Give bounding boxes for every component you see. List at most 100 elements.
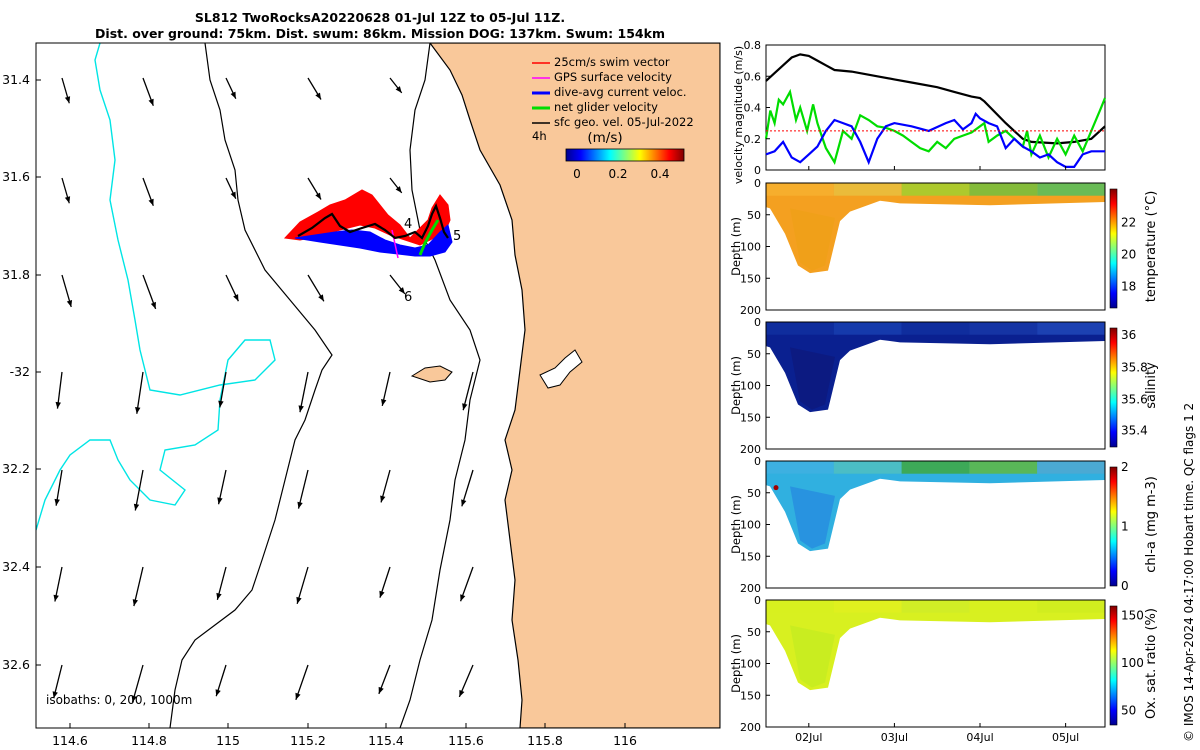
velocity-y-ticks: 0 0.2 0.4 0.6 0.8 [744,39,770,177]
geo-arrow-head [459,689,465,697]
colorbar-tick-2: 0.4 [650,167,669,181]
geo-arrow-head [216,592,222,600]
lon-tick-label: 115.2 [290,733,326,748]
estuary [539,349,583,389]
map-frame [35,42,721,729]
colorbar-tick-1: 0.2 [608,167,627,181]
depth-tick-label: 100 [740,519,761,532]
chl-high-point [773,485,779,491]
depth-tick-label: 50 [747,626,761,639]
geo-arrow [299,371,309,413]
geo-arrow-head [64,96,71,104]
velocity-y-tick-label: 0.8 [744,39,762,52]
colorbar-tick-label: 50 [1121,704,1136,718]
lat-tick-label: 31.4 [2,72,30,87]
glider-path [297,203,449,240]
panel-surface-band [901,461,970,474]
colorbar-tick-label: 1 [1121,520,1129,534]
velocity-series-line [765,111,1105,168]
panel-deep-plume [790,625,835,688]
geo-arrow-head [55,401,61,409]
lat-tick-label: 31.8 [2,267,30,282]
colorbar-tick-label: 35.8 [1121,360,1148,374]
panel-colorbar [1109,466,1118,587]
panel-surface-band [901,600,970,613]
legend-net: net glider velocity [554,100,658,114]
geo-arrow-head [217,497,223,505]
geo-arrow [462,371,474,411]
geo-arrow-head [398,287,405,294]
geo-arrow [131,664,144,703]
geo-arrow [133,566,144,607]
speed-colorbar [565,148,685,162]
geo-arrow-head [233,294,239,302]
geo-arrow-head [215,689,221,697]
section-panel: 0 50 100 150 200 Depth (m) 35.4 35.6 35.8 36 salin… [729,316,1159,456]
geo-arrow-head [296,596,302,604]
panel-deep-plume [790,208,835,271]
day-label-6: 6 [404,290,412,305]
depth-tick-label: 0 [754,316,761,329]
depth-tick-label: 0 [754,594,761,607]
colorbar-tick-label: 20 [1121,247,1136,261]
panel-colorbar [1109,605,1118,726]
latitude-ticks: 31.4 31.6 31.8 -32 32.2 32.4 32.6 [2,72,41,672]
panel-deep-plume [790,486,835,549]
legend-swim: 25cm/s swim vector [554,55,670,69]
depth-tick-label: 0 [754,177,761,190]
panel-colorbar [1109,188,1118,309]
geo-arrow-head [295,692,301,700]
figure-title: SL812 TwoRocksA20220628 01-Jul 12Z to 05… [194,10,566,25]
panel-surface-band [1037,183,1105,196]
lat-tick-label: 32.6 [2,657,30,672]
velocity-chart: 0 0.2 0.4 0.6 0.8 velocity magnitude (m/s) [732,39,1107,184]
time-tick-label: 02Jul [795,731,822,744]
geo-arrow-head [230,191,236,199]
time-tick-label: 04Jul [966,731,993,744]
depth-ylabel: Depth (m) [729,356,743,415]
day-label-5: 5 [453,229,461,244]
panel-surface-band [1037,600,1105,613]
geo-arrow-head [66,300,73,307]
isobath-1000m [36,43,276,531]
geo-arrow-head [131,695,137,703]
geo-arrow [136,371,144,414]
geo-arrow-head [54,498,60,506]
figure-subtitle: Dist. over ground: 75km. Dist. swum: 86k… [95,26,665,41]
lat-tick-label: 31.6 [2,169,30,184]
panel-surface-band [766,183,834,196]
lon-tick-label: 115 [216,733,240,748]
lon-tick-label: 114.6 [52,733,88,748]
lon-tick-label: 114.8 [131,733,167,748]
depth-tick-label: 200 [740,582,761,595]
geo-arrow-head [462,403,468,411]
depth-ylabel: Depth (m) [729,217,743,276]
gps-surface-velocity [391,229,399,259]
velocity-series-line [764,88,1107,165]
geo-arrow-head [315,192,321,200]
isobath-label: isobaths: 0, 200, 1000m [46,693,192,707]
depth-tick-label: 200 [740,304,761,317]
depth-tick-label: 150 [740,272,761,285]
geo-arrow [297,469,309,509]
isobath-200m [169,43,333,728]
colorbar-tick-label: 35.4 [1121,423,1148,437]
geo-arrow-head [460,594,466,602]
geo-arrow-head [218,400,224,408]
legend-geo: sfc geo. vel. 05-Jul-2022 [554,115,694,129]
velocity-y-tick-label: 0.4 [744,102,762,115]
geo-arrow-head [230,91,236,99]
panel-surface-band [969,461,1038,474]
depth-tick-label: 0 [754,455,761,468]
panel-field [766,600,1105,691]
depth-tick-label: 50 [747,487,761,500]
depth-tick-label: 50 [747,209,761,222]
panel-field [766,322,1105,413]
panel-surface-band [1037,461,1105,474]
time-x-ticks: 02Jul 03Jul 04Jul 05Jul [795,166,1079,744]
panel-deep-plume [790,347,835,410]
velocity-y-tick-label: 0 [754,164,761,177]
geo-arrow-head [148,98,154,106]
